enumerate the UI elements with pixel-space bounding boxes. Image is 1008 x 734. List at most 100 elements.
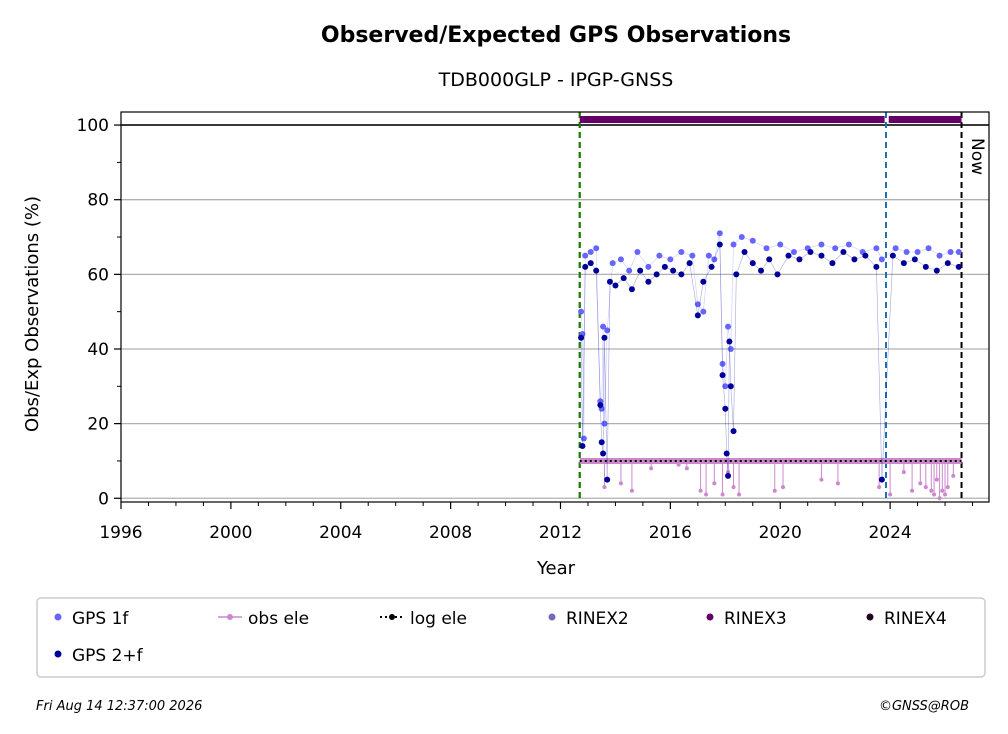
gps-2f-point: [829, 260, 836, 267]
gps-2f-point: [851, 256, 858, 263]
y-axis-label: Obs/Exp Observations (%): [22, 196, 43, 432]
obs-ele-point: [929, 488, 934, 493]
gps-1f-point: [818, 241, 825, 248]
gps-2f-point: [878, 476, 885, 483]
gps-1f-point: [955, 248, 962, 255]
vertical-markers: [578, 112, 963, 502]
gps-2f-point: [723, 450, 730, 457]
legend-marker: [866, 613, 874, 621]
obs-ele-point: [918, 481, 923, 486]
obs-ele-point: [629, 488, 634, 493]
gps-2f-point: [733, 271, 740, 278]
gps-2f-point: [911, 256, 918, 263]
gps-1f-point: [667, 256, 674, 263]
gps-2f-point: [725, 472, 732, 479]
x-axis-ticks: 1996 2000 2004 2008 2012 2016 2020 2024: [99, 502, 974, 543]
legend-marker: [389, 614, 395, 620]
gps-2f-point: [955, 263, 962, 270]
gps-1f-point: [914, 248, 921, 255]
gps-2f-point: [686, 260, 693, 267]
now-label: Now: [967, 138, 987, 175]
gps-2f-point: [600, 450, 607, 457]
gps-1f-point: [617, 256, 624, 263]
plot-frame: [120, 111, 990, 503]
y-tick-label: 0: [98, 489, 109, 509]
chart-subtitle: TDB000GLP - IPGP-GNSS: [438, 69, 674, 91]
gps-1f-point: [738, 234, 745, 241]
obs-ele-point: [877, 485, 882, 490]
obs-ele-point: [937, 496, 942, 501]
gps-2f-point: [598, 439, 605, 446]
obs-ele-point: [951, 473, 956, 478]
gps-1f-point: [601, 420, 608, 427]
obs-ele-point: [772, 488, 777, 493]
gps-2f-point: [730, 428, 737, 435]
chart-title: Observed/Expected GPS Observations: [321, 23, 791, 48]
obs-ele-point: [704, 492, 709, 497]
obs-ele-point: [923, 485, 928, 490]
gps-1f-point: [600, 323, 607, 330]
gps-2f-point: [933, 267, 940, 274]
obs-ele-point: [720, 492, 725, 497]
x-tick-label: 2004: [319, 523, 362, 543]
y-tick-label: 100: [77, 116, 109, 136]
gps-2f-point: [678, 271, 685, 278]
obs-ele-point: [712, 481, 717, 486]
x-tick-label: 2012: [539, 523, 582, 543]
obs-ele-point: [602, 485, 607, 490]
obs-ele-point: [684, 466, 689, 471]
obs-ele-point: [943, 492, 948, 497]
y-axis-ticks: 0 20 40 60 80 100: [77, 116, 121, 509]
gps-2f-point: [578, 334, 585, 341]
obs-ele-point: [945, 485, 950, 490]
gps-1f-point: [634, 248, 641, 255]
footer-timestamp: Fri Aug 14 12:37:00 2026: [36, 699, 202, 714]
legend-marker: [54, 650, 62, 658]
obs-ele-point: [618, 481, 623, 486]
obs-ele-point: [934, 477, 939, 482]
gps-1f-point: [727, 345, 734, 352]
obs-ele-point: [901, 470, 906, 475]
legend-marker: [548, 613, 556, 621]
gps-1f-point: [892, 245, 899, 252]
obs-ele-point: [888, 492, 893, 497]
gps-1f-point: [626, 267, 633, 274]
legend-label: GPS 1f: [72, 609, 129, 629]
gps-2f-point: [758, 267, 765, 274]
gridlines: [121, 124, 989, 499]
gps-1f-point: [578, 308, 585, 315]
obs-ele-point: [932, 492, 937, 497]
obs-ele-point: [835, 481, 840, 486]
gps-1f-point: [656, 252, 663, 259]
gps-1f-point: [925, 245, 932, 252]
x-tick-label: 2016: [649, 523, 692, 543]
legend-marker: [227, 614, 233, 620]
gps-2f-point: [653, 271, 660, 278]
gps-1f-point: [705, 252, 712, 259]
gps-2f-point: [873, 263, 880, 270]
gps-2f-point: [661, 263, 668, 270]
gps-2f-point: [741, 248, 748, 255]
gps-1f-point: [580, 435, 587, 442]
gps-1f-point: [609, 260, 616, 267]
legend-label: log ele: [410, 609, 467, 629]
obs-ele-point: [731, 485, 736, 490]
gps-2f-point: [726, 338, 733, 345]
gps-1f-point: [700, 308, 707, 315]
gps-2f-point: [722, 405, 729, 412]
gps-2f-point: [637, 267, 644, 274]
gps-2f-point: [716, 241, 723, 248]
legend-marker: [54, 613, 62, 621]
legend: GPS 1f obs ele log ele RINEX2 RINEX3 RINEX4 GP…: [54, 609, 947, 666]
gps-2f-point: [606, 278, 613, 285]
gps-2f-point: [612, 282, 619, 289]
gps-2f-point: [645, 278, 652, 285]
gps-2f-point: [694, 312, 701, 319]
footer-credit: ©GNSS@ROB: [879, 699, 969, 714]
gps-2f-point: [889, 252, 896, 259]
gps-2f-point: [670, 267, 677, 274]
gps-2f-point: [796, 256, 803, 263]
gps-1f-point: [711, 256, 718, 263]
obs-ele-point: [649, 466, 654, 471]
